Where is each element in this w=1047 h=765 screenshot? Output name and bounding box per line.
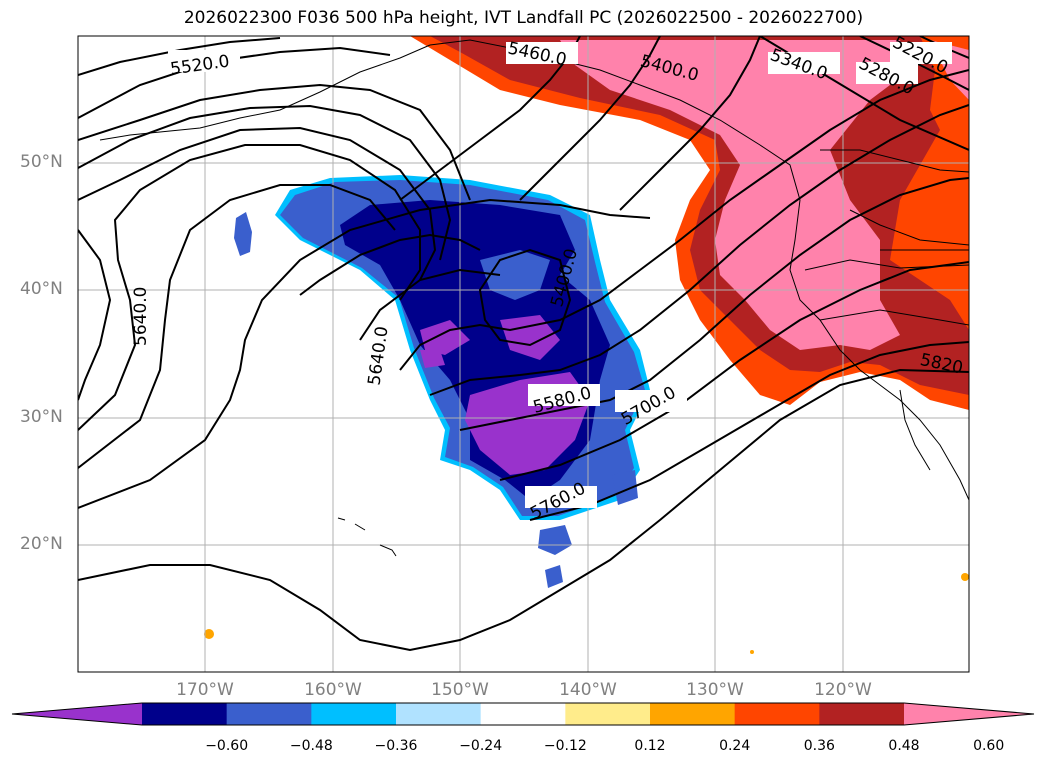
colorbar-segment [819, 703, 905, 725]
colorbar-extend-min [12, 703, 142, 725]
colorbar-segment [311, 703, 397, 725]
anomaly-speck [961, 573, 969, 581]
lon-label-140w: 140°W [559, 680, 617, 700]
anomaly-speck [750, 650, 754, 654]
colorbar-segment [565, 703, 651, 725]
lat-label-40n: 40°N [20, 279, 63, 299]
colorbar-segment [396, 703, 482, 725]
colorbar-segment [226, 703, 312, 725]
lon-label-170w: 170°W [176, 680, 234, 700]
colorbar-tick-label: 0.36 [803, 738, 835, 754]
anomaly-speck [204, 629, 214, 639]
colorbar-tick-label: 0.60 [973, 738, 1005, 754]
colorbar-tick-label: 0.24 [719, 738, 751, 754]
map-title: 2026022300 F036 500 hPa height, IVT Land… [183, 8, 864, 28]
colorbar-tick-label: −0.36 [374, 738, 418, 754]
lat-label-30n: 30°N [20, 407, 63, 427]
lon-label-160w: 160°W [304, 680, 362, 700]
lon-label-150w: 150°W [431, 680, 489, 700]
contour-label: 5640.0 [131, 287, 151, 346]
colorbar-extend-max [904, 703, 1034, 725]
colorbar-tick-label: 0.12 [634, 738, 666, 754]
lon-label-130w: 130°W [686, 680, 744, 700]
colorbar-tick-label: −0.24 [459, 738, 503, 754]
colorbar-outline [11, 702, 1035, 726]
colorbar-segment [480, 703, 566, 725]
trough-contours [299, 36, 969, 521]
contour-label-bg [168, 42, 952, 508]
colorbar-tick-label: −0.60 [205, 738, 249, 754]
islands [337, 517, 397, 557]
lat-label-20n: 20°N [20, 534, 63, 554]
colorbar [11, 702, 1035, 726]
colorbar-tick-label: −0.48 [289, 738, 333, 754]
colorbar-segment [650, 703, 736, 725]
colorbar-segment [142, 703, 228, 725]
negative-anomaly-shading [234, 175, 650, 588]
lat-label-50n: 50°N [20, 152, 63, 172]
colorbar-tick-label: 0.48 [888, 738, 920, 754]
map-area [78, 36, 969, 672]
colorbar-segment [734, 703, 820, 725]
lon-label-120w: 120°W [814, 680, 872, 700]
colorbar-tick-label: −0.12 [543, 738, 587, 754]
height-contours [78, 37, 969, 652]
map-frame [77, 35, 970, 673]
